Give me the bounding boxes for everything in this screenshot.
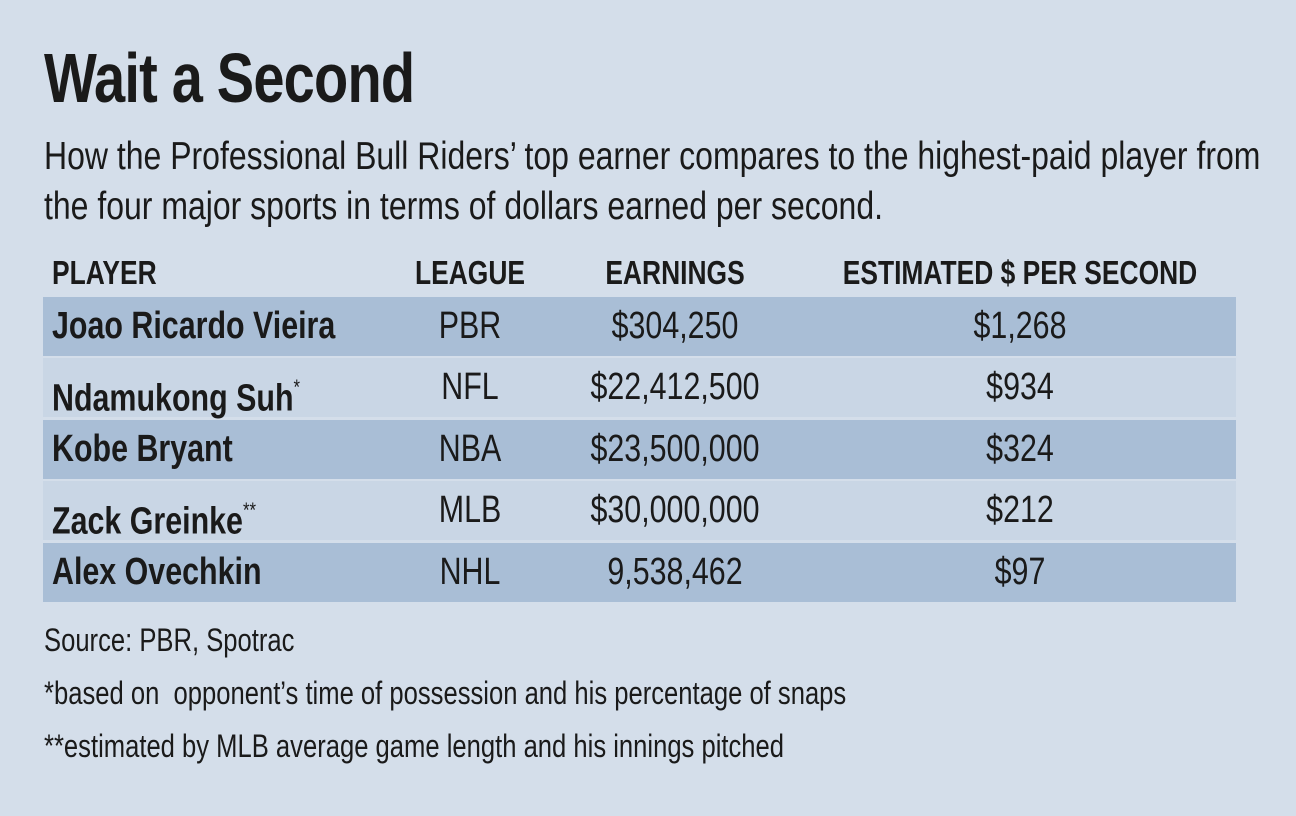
- cell-text: $22,412,500: [590, 358, 759, 417]
- cell-value: Joao Ricardo Vieira: [52, 305, 336, 347]
- column-header: LEAGUE: [401, 254, 539, 292]
- cell-text: $212: [986, 481, 1054, 540]
- cell-text: $934: [986, 358, 1054, 417]
- table-cell: NBA: [431, 420, 509, 479]
- cell-text: $324: [986, 420, 1054, 479]
- cell-value: $934: [986, 366, 1054, 408]
- cell-value: $324: [986, 428, 1054, 470]
- table-cell: $304,250: [596, 297, 755, 356]
- title: Wait a Second: [44, 38, 507, 118]
- cell-text: Alex Ovechkin: [52, 543, 262, 602]
- cell-value: $22,412,500: [590, 366, 760, 408]
- table-cell: $212: [978, 481, 1063, 540]
- table-row: Alex Ovechkin NHL 9,538,462 $97: [43, 543, 1236, 602]
- table-cell: $22,412,500: [569, 358, 780, 417]
- column-header-text: EARNINGS: [605, 254, 745, 291]
- table-cell: $97: [988, 543, 1051, 602]
- cell-text: Zack Greinke**: [52, 481, 256, 552]
- source-text: Source: PBR, Spotrac: [44, 622, 295, 658]
- column-header: ESTIMATED $ PER SECOND: [798, 254, 1241, 292]
- table-cell: $324: [978, 420, 1063, 479]
- note-text: **estimated by MLB average game length a…: [44, 728, 785, 764]
- table-cell: $934: [978, 358, 1063, 417]
- cell-value: $1,268: [973, 305, 1067, 347]
- cell-text: NHL: [440, 543, 501, 602]
- table-cell: NFL: [434, 358, 506, 417]
- cell-text: $23,500,000: [590, 420, 759, 479]
- cell-value: $304,250: [611, 305, 739, 347]
- column-header: EARNINGS: [588, 254, 762, 292]
- cell-text: Kobe Bryant: [52, 420, 233, 479]
- table-cell: NHL: [432, 543, 508, 602]
- table-cell: 9,538,462: [590, 543, 759, 602]
- table-cell: $1,268: [962, 297, 1078, 356]
- table-row: Zack Greinke** MLB $30,000,000 $212: [43, 481, 1236, 543]
- note: *based on opponent’s time of possession …: [44, 675, 1047, 712]
- cell-value: MLB: [438, 489, 502, 531]
- cell-text: Joao Ricardo Vieira: [52, 297, 335, 356]
- subtitle: How the Professional Bull Riders’ top ea…: [44, 135, 1261, 228]
- title-text: Wait a Second: [44, 39, 415, 117]
- table-cell: Joao Ricardo Vieira: [52, 297, 406, 356]
- table-cell: Kobe Bryant: [52, 420, 278, 479]
- source: Source: PBR, Spotrac: [44, 622, 357, 659]
- table-cell: Zack Greinke**: [52, 481, 307, 543]
- note: **estimated by MLB average game length a…: [44, 728, 969, 765]
- cell-value: Kobe Bryant: [52, 428, 233, 470]
- cell-value: NBA: [438, 428, 502, 470]
- table-cell: PBR: [431, 297, 509, 356]
- table-cell: $30,000,000: [569, 481, 780, 540]
- table-cell: $23,500,000: [569, 420, 780, 479]
- note-text: *based on opponent’s time of possession …: [44, 675, 847, 711]
- cell-value: Alex Ovechkin: [52, 551, 262, 593]
- cell-text: $304,250: [612, 297, 739, 356]
- cell-value: 9,538,462: [607, 551, 743, 593]
- column-header: PLAYER: [52, 254, 183, 292]
- cell-text: Ndamukong Suh*: [52, 358, 300, 429]
- table-cell: Alex Ovechkin: [52, 543, 314, 602]
- cell-value: NFL: [441, 366, 499, 408]
- cell-value: $30,000,000: [590, 489, 760, 531]
- table-cell: MLB: [431, 481, 509, 540]
- cell-value: PBR: [438, 305, 502, 347]
- cell-value: $23,500,000: [590, 428, 760, 470]
- cell-text: NFL: [441, 358, 498, 417]
- cell-text: MLB: [439, 481, 502, 540]
- column-header-text: PLAYER: [52, 254, 157, 291]
- cell-text: PBR: [439, 297, 502, 356]
- cell-value: Ndamukong Suh: [52, 377, 294, 420]
- table-cell: Ndamukong Suh*: [52, 358, 362, 420]
- cell-value: $97: [994, 551, 1046, 593]
- cell-text: $97: [995, 543, 1046, 602]
- table-row: Ndamukong Suh* NFL $22,412,500 $934: [43, 358, 1236, 420]
- column-header-text: ESTIMATED $ PER SECOND: [842, 254, 1198, 291]
- cell-text: 9,538,462: [607, 543, 742, 602]
- cell-text: $30,000,000: [590, 481, 759, 540]
- table-row: Joao Ricardo Vieira PBR $304,250 $1,268: [43, 297, 1236, 356]
- cell-value: $212: [986, 489, 1054, 531]
- cell-value: NHL: [439, 551, 501, 593]
- column-header-text: LEAGUE: [414, 254, 526, 291]
- table-row: Kobe Bryant NBA $23,500,000 $324: [43, 420, 1236, 479]
- cell-text: $1,268: [974, 297, 1067, 356]
- footnote-mark: *: [293, 376, 301, 399]
- cell-text: NBA: [439, 420, 502, 479]
- cell-value: Zack Greinke: [52, 500, 243, 543]
- footnote-mark: **: [242, 499, 256, 522]
